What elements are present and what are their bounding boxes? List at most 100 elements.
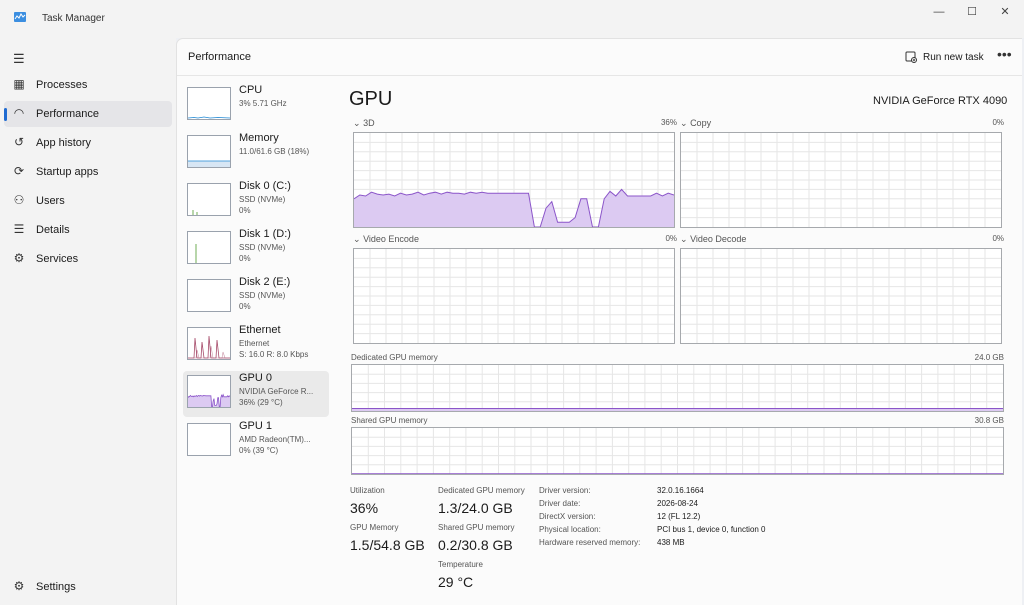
chevron-down-icon: ⌄ [680, 118, 688, 128]
sidebar-item-label: Startup apps [36, 166, 99, 178]
device-item-cpu[interactable]: CPU 3% 5.71 GHz [183, 83, 329, 129]
device-thumbnail-graph [188, 393, 230, 407]
device-item-memory[interactable]: Memory 11.0/61.6 GB (18%) [183, 131, 329, 177]
users-icon: ⚇ [13, 193, 25, 207]
sidebar-item-settings[interactable]: ⚙ Settings [4, 574, 172, 600]
performance-icon: ◠ [13, 106, 25, 120]
graph-copy-canvas [681, 133, 1001, 227]
device-thumbnail-graph [188, 116, 230, 119]
engine-label-3d[interactable]: ⌄ 3D [353, 118, 375, 129]
device-item-gpu-1[interactable]: GPU 1 AMD Radeon(TM)... 0% (39 °C) [183, 419, 329, 465]
header-divider [177, 75, 1022, 76]
sidebar-item-services[interactable]: ⚙ Services [4, 246, 172, 272]
utilization-area [354, 189, 674, 227]
device-detail: SSD (NVMe) [239, 291, 286, 300]
info-value: 12 (FL 12.2) [657, 512, 701, 521]
sidebar-item-label: Services [36, 253, 79, 265]
engine-label-video-decode[interactable]: ⌄ Video Decode [680, 234, 746, 245]
device-thumbnail [187, 375, 231, 408]
title-bar: Task Manager — ☐ ✕ [0, 0, 1024, 38]
graph-video-decode [680, 248, 1002, 344]
active-indicator [4, 108, 7, 121]
device-detail-secondary: 0% [239, 302, 251, 311]
sidebar-item-processes[interactable]: ▦ Processes [4, 72, 172, 98]
info-value: 32.0.16.1664 [657, 486, 704, 495]
graph-shared-memory-canvas [352, 428, 1003, 474]
menu-icon[interactable]: ☰ [13, 51, 25, 66]
sidebar-item-performance[interactable]: ◠ Performance [4, 101, 172, 127]
sidebar-item-details[interactable]: ☰ Details [4, 217, 172, 243]
device-thumbnail-graph [188, 280, 230, 311]
shared-stat-value: 0.2/30.8 GB [438, 537, 513, 553]
device-detail-secondary: S: 16.0 R: 8.0 Kbps [239, 350, 309, 359]
temperature-label: Temperature [438, 560, 483, 569]
device-title: GPU [349, 88, 393, 110]
shared-stat-label: Shared GPU memory [438, 523, 515, 532]
sidebar-item-startup-apps[interactable]: ⟳ Startup apps [4, 159, 172, 185]
device-detail-secondary: 0% [239, 206, 251, 215]
maximize-button[interactable]: ☐ [967, 6, 977, 18]
device-thumbnail-graph [188, 335, 230, 359]
info-value: PCI bus 1, device 0, function 0 [657, 525, 766, 534]
device-name: GPU 0 [239, 372, 273, 384]
gpu-memory-value: 1.5/54.8 GB [350, 537, 425, 553]
startup-icon: ⟳ [13, 164, 25, 178]
sidebar-item-label: Processes [36, 79, 88, 91]
device-name: CPU [239, 84, 263, 96]
engine-value-video-encode: 0% [665, 234, 677, 243]
device-thumbnail [187, 87, 231, 120]
device-thumbnail [187, 183, 231, 216]
sidebar-item-label: Settings [36, 581, 76, 593]
device-item-disk-1-d[interactable]: Disk 1 (D:) SSD (NVMe) 0% [183, 227, 329, 273]
engine-value-video-decode: 0% [992, 234, 1004, 243]
graph-3d [353, 132, 675, 228]
device-model: NVIDIA GeForce RTX 4090 [873, 95, 1008, 107]
device-detail: SSD (NVMe) [239, 243, 286, 252]
graph-dedicated-memory-canvas [352, 365, 1003, 411]
engine-name: Video Decode [690, 234, 747, 244]
shared-memory-label: Shared GPU memory [351, 416, 428, 425]
sidebar-item-users[interactable]: ⚇ Users [4, 188, 172, 214]
shared-memory-max: 30.8 GB [974, 416, 1004, 425]
info-key: DirectX version: [539, 512, 596, 521]
engine-label-video-encode[interactable]: ⌄ Video Encode [353, 234, 419, 245]
sidebar-item-label: Users [36, 195, 65, 207]
engine-name: 3D [363, 118, 375, 128]
device-name: GPU 1 [239, 420, 273, 432]
dedicated-stat-label: Dedicated GPU memory [438, 486, 525, 495]
graph-video-encode-canvas [354, 249, 674, 343]
gear-icon: ⚙ [13, 579, 25, 593]
device-item-ethernet[interactable]: Ethernet Ethernet S: 16.0 R: 8.0 Kbps [183, 323, 329, 369]
device-thumbnail [187, 327, 231, 360]
dedicated-memory-label: Dedicated GPU memory [351, 353, 438, 362]
device-name: Disk 2 (E:) [239, 276, 291, 288]
chevron-down-icon: ⌄ [353, 118, 361, 128]
page-title: Performance [188, 51, 251, 63]
device-thumbnail [187, 231, 231, 264]
info-value: 438 MB [657, 538, 685, 547]
engine-label-copy[interactable]: ⌄ Copy [680, 118, 711, 129]
main-panel: Performance Run new task ••• CPU 3% 5.71 … [176, 38, 1022, 605]
graph-copy [680, 132, 1002, 228]
info-key: Physical location: [539, 525, 601, 534]
close-button[interactable]: ✕ [1000, 6, 1010, 18]
device-detail-secondary: 0% (39 °C) [239, 446, 279, 455]
device-detail: Ethernet [239, 339, 270, 348]
device-detail: 3% 5.71 GHz [239, 99, 287, 108]
more-options-button[interactable]: ••• [997, 46, 1012, 62]
device-thumbnail-graph [188, 160, 230, 167]
info-key: Hardware reserved memory: [539, 538, 641, 547]
info-value: 2026-08-24 [657, 499, 698, 508]
gpu-memory-label: GPU Memory [350, 523, 399, 532]
graph-dedicated-memory [351, 364, 1004, 412]
device-item-disk-2-e[interactable]: Disk 2 (E:) SSD (NVMe) 0% [183, 275, 329, 321]
run-new-task-label: Run new task [923, 52, 984, 63]
device-item-gpu-0[interactable]: GPU 0 NVIDIA GeForce R... 36% (29 °C) [183, 371, 329, 417]
device-detail: 11.0/61.6 GB (18%) [239, 147, 310, 156]
chevron-down-icon: ⌄ [353, 234, 361, 244]
minimize-button[interactable]: — [933, 6, 945, 18]
sidebar-item-app-history[interactable]: ↺ App history [4, 130, 172, 156]
chevron-down-icon: ⌄ [680, 234, 688, 244]
device-item-disk-0-c[interactable]: Disk 0 (C:) SSD (NVMe) 0% [183, 179, 329, 225]
utilization-value: 36% [350, 500, 379, 516]
